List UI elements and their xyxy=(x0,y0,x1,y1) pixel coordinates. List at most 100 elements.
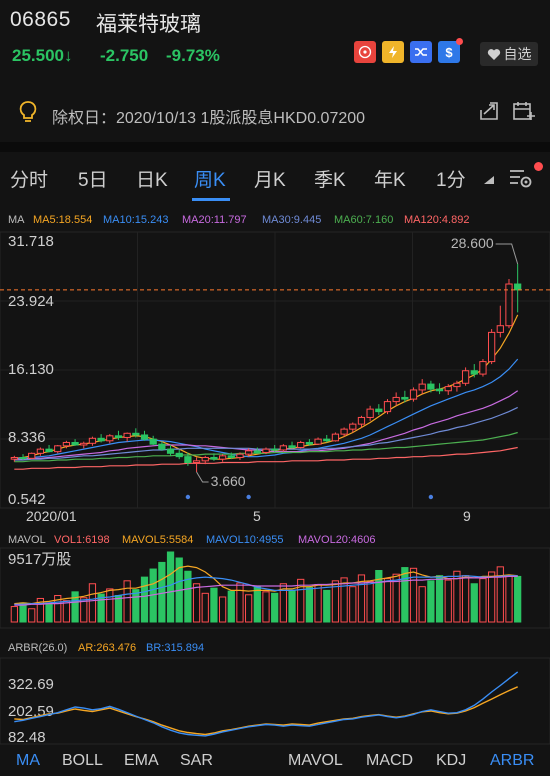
share-icon[interactable] xyxy=(478,100,500,122)
candle-body xyxy=(166,448,175,454)
tab-monthly-k[interactable]: 月K xyxy=(254,170,286,191)
candle-body xyxy=(392,396,400,403)
tab-5day[interactable]: 5日 xyxy=(78,170,108,191)
volume-bar xyxy=(140,576,149,623)
volume-bar xyxy=(184,570,192,623)
lightning-icon[interactable] xyxy=(382,41,404,63)
indicator-macd[interactable]: MACD xyxy=(366,752,414,769)
volume-bar xyxy=(132,589,140,623)
volume-bar xyxy=(210,587,218,623)
candle-body xyxy=(245,450,253,455)
dividend-notice[interactable]: 除权日：2020/10/13 1股派股息HKD0.07200 xyxy=(0,92,550,132)
mavol-legend-label: MAVOL xyxy=(8,534,46,546)
candle-body xyxy=(427,383,435,390)
tab-1min[interactable]: 1分 xyxy=(436,170,466,191)
volume-bar xyxy=(218,596,227,623)
tab-yearly-k[interactable]: 年K xyxy=(374,170,406,191)
indicator-ema[interactable]: EMA xyxy=(124,752,159,769)
event-marker-dot xyxy=(185,494,191,500)
market-badges: $ xyxy=(354,38,463,63)
volume-bar xyxy=(166,551,175,623)
candle-body xyxy=(323,438,331,442)
candle-body xyxy=(158,443,166,450)
volume-bar xyxy=(366,581,374,623)
indicator-boll[interactable]: BOLL xyxy=(62,752,103,769)
indicator-kdj[interactable]: KDJ xyxy=(436,752,467,769)
candle-body xyxy=(271,448,279,451)
kline-chart-area[interactable]: MA MA5:18.554 MA10:15.243 MA20:11.797 MA… xyxy=(0,208,550,746)
candle-body xyxy=(505,283,513,327)
volume-bar xyxy=(427,580,435,623)
price-change-percent: -9.73% xyxy=(166,46,220,65)
tab-weekly-k[interactable]: 周K xyxy=(194,170,226,191)
ma-legend-label: MA xyxy=(8,214,25,226)
indicator-mavol[interactable]: MAVOL xyxy=(288,752,343,769)
volume-bar xyxy=(62,600,71,623)
volume-bar xyxy=(392,573,400,623)
y-tick-label: 31.718 xyxy=(8,233,54,250)
candle-body xyxy=(401,396,409,400)
chart-settings-icon[interactable] xyxy=(508,166,534,190)
tab-quarterly-k[interactable]: 季K xyxy=(314,170,346,191)
volume-bar xyxy=(340,577,348,623)
candle-body xyxy=(184,456,192,463)
candle-body xyxy=(314,438,322,445)
min-price-label: 3.660 xyxy=(211,473,246,489)
volume-bar xyxy=(453,570,461,623)
tab-daily-k[interactable]: 日K xyxy=(136,170,168,191)
candle-body xyxy=(383,401,392,413)
indicator-arbr[interactable]: ARBR xyxy=(490,752,535,769)
candle-body xyxy=(514,283,522,291)
volume-bar xyxy=(444,579,452,623)
add-watchlist-button[interactable]: 自选 xyxy=(480,42,538,66)
volume-bar xyxy=(123,580,131,623)
period-tabs: 分时 5日 日K 周K 月K 季K 年K 1分 xyxy=(0,152,550,202)
volume-bar xyxy=(323,589,331,623)
volume-bar xyxy=(383,578,392,623)
candle-body xyxy=(349,423,357,430)
volume-bar xyxy=(305,586,314,623)
min-price-pointer xyxy=(196,471,209,483)
ar-line xyxy=(14,686,518,736)
arbr-lines xyxy=(14,671,519,737)
candle-body xyxy=(10,456,18,460)
last-price: 25.500↓ xyxy=(12,46,73,65)
candle-body xyxy=(218,455,227,460)
candle-body xyxy=(192,460,201,463)
quote-header: 06865 福莱特玻璃 25.500↓ -2.750 -9.73% $ 自选 xyxy=(0,0,550,86)
candle-body xyxy=(236,453,244,458)
candle-body xyxy=(305,441,314,445)
ma20-legend: MA20:11.797 xyxy=(182,214,247,226)
tab-minute[interactable]: 分时 xyxy=(10,170,49,191)
price-change: -2.750 xyxy=(100,46,149,65)
ma60-line xyxy=(14,431,518,463)
volume-bar xyxy=(488,571,496,623)
hk-flag-icon[interactable] xyxy=(354,41,376,63)
section-divider xyxy=(0,142,550,152)
ma120-legend: MA120:4.892 xyxy=(404,214,469,226)
volume-bar xyxy=(331,580,340,623)
y-tick-label: 23.924 xyxy=(8,293,54,310)
indicator-sar[interactable]: SAR xyxy=(180,752,213,769)
volume-bar xyxy=(80,597,88,623)
arbr-legend-label: ARBR(26.0) xyxy=(8,642,67,654)
dollar-icon[interactable]: $ xyxy=(438,38,463,63)
volume-bar xyxy=(245,594,253,623)
ma5-legend: MA5:18.554 xyxy=(33,214,92,226)
candle-body xyxy=(435,388,444,392)
calendar-add-icon[interactable] xyxy=(512,100,536,122)
active-tab-underline xyxy=(192,198,230,201)
volume-chart-frame xyxy=(0,547,550,629)
ar-legend: AR:263.476 xyxy=(78,642,136,654)
indicator-ma[interactable]: MA xyxy=(16,752,40,769)
max-price-label: 28.600 xyxy=(451,235,494,251)
y-tick-label: 8.336 xyxy=(8,429,46,446)
caret-down-icon[interactable] xyxy=(484,176,494,184)
volume-bar xyxy=(28,608,36,623)
ma10-legend: MA10:15.243 xyxy=(103,214,168,226)
candle-body xyxy=(409,389,418,400)
ma120-line xyxy=(14,446,518,470)
candle-body xyxy=(453,382,461,388)
mavol20-line xyxy=(14,575,518,606)
shuffle-icon[interactable] xyxy=(410,41,432,63)
